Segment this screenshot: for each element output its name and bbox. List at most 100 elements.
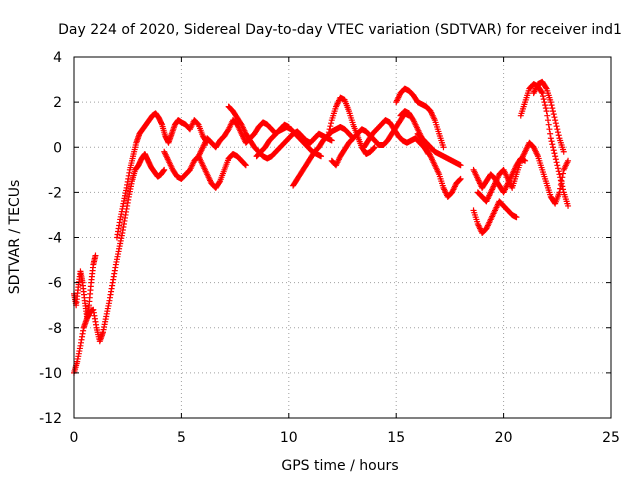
- y-tick-label: -6: [48, 276, 62, 292]
- data-point: [550, 144, 557, 151]
- data-point: [546, 126, 553, 133]
- data-point: [552, 153, 559, 160]
- data-point: [548, 102, 555, 109]
- y-tick-label: -12: [39, 411, 62, 427]
- data-point: [318, 153, 325, 160]
- data-point: [565, 202, 572, 209]
- data-point: [555, 165, 562, 172]
- data-point: [565, 157, 572, 164]
- data-point: [555, 168, 562, 175]
- x-tick-labels: 0 5 10 15 20 25: [70, 430, 620, 446]
- data-point: [545, 121, 552, 128]
- data-series: [517, 81, 572, 209]
- data-point: [544, 112, 551, 119]
- data-series: [397, 108, 464, 200]
- x-tick-label: 20: [495, 430, 513, 446]
- x-tick-label: 25: [602, 430, 620, 446]
- data-point: [242, 162, 249, 169]
- data-point: [457, 175, 464, 182]
- data-point: [539, 90, 546, 97]
- data-series: [290, 123, 357, 189]
- data-point: [542, 102, 549, 109]
- data-point: [553, 159, 560, 166]
- data-point: [555, 132, 562, 139]
- y-tick-label: -2: [48, 185, 62, 201]
- data-points: [71, 78, 572, 376]
- data-point: [327, 123, 334, 130]
- data-series: [324, 94, 378, 158]
- y-tick-label: 0: [53, 140, 62, 156]
- data-series: [71, 151, 168, 376]
- data-point: [560, 148, 567, 155]
- data-series: [71, 252, 99, 320]
- data-point: [554, 162, 561, 169]
- chart-title: Day 224 of 2020, Sidereal Day-to-day VTE…: [58, 22, 622, 38]
- data-point: [550, 147, 557, 154]
- data-point: [542, 105, 549, 112]
- data-point: [538, 88, 545, 95]
- y-tick-label: 4: [53, 50, 62, 66]
- x-tick-label: 15: [387, 430, 405, 446]
- data-point: [324, 135, 331, 142]
- data-point: [547, 135, 554, 142]
- data-point: [216, 179, 223, 186]
- data-point: [559, 183, 566, 190]
- data-point: [161, 166, 168, 173]
- data-series: [474, 139, 572, 207]
- data-point: [557, 174, 564, 181]
- data-point: [548, 138, 555, 145]
- data-point: [513, 214, 520, 221]
- data-series: [253, 123, 325, 160]
- y-tick-label: -4: [48, 231, 62, 247]
- x-tick-label: 5: [177, 430, 186, 446]
- data-point: [552, 117, 559, 124]
- data-series: [360, 117, 432, 158]
- data-point: [552, 120, 559, 127]
- data-point: [325, 129, 332, 136]
- data-point: [554, 126, 561, 133]
- y-tick-label: -10: [39, 366, 62, 382]
- data-point: [549, 141, 556, 148]
- data-point: [440, 144, 447, 151]
- data-point: [371, 145, 378, 152]
- data-point: [550, 108, 557, 115]
- data-point: [553, 123, 560, 130]
- y-tick-labels: -12 -10 -8 -6 -4 -2 0 2 4: [39, 50, 62, 427]
- data-point: [242, 161, 249, 168]
- data-point: [547, 99, 554, 106]
- y-axis-label: SDTVAR / TECUs: [7, 180, 23, 295]
- data-point: [326, 126, 333, 133]
- axis-ticks: [73, 56, 612, 419]
- data-point: [457, 162, 464, 169]
- data-point: [552, 156, 559, 163]
- data-point: [540, 96, 547, 103]
- data-series: [161, 148, 249, 191]
- data-point: [544, 117, 551, 124]
- data-point: [547, 130, 554, 137]
- x-tick-label: 10: [280, 430, 298, 446]
- data-series: [113, 110, 211, 241]
- data-point: [92, 252, 99, 259]
- data-point: [539, 93, 546, 100]
- data-point: [555, 129, 562, 136]
- data-point: [543, 108, 550, 115]
- data-series: [530, 78, 567, 155]
- data-point: [541, 99, 548, 106]
- data-point: [558, 180, 565, 187]
- data-series: [393, 85, 447, 151]
- x-axis-label: GPS time / hours: [281, 458, 398, 474]
- data-point: [325, 132, 332, 139]
- y-tick-label: -8: [48, 321, 62, 337]
- data-series: [195, 117, 292, 160]
- data-point: [328, 120, 335, 127]
- data-series: [414, 130, 464, 169]
- data-point: [550, 111, 557, 118]
- data-point: [560, 186, 567, 193]
- x-tick-label: 0: [70, 430, 79, 446]
- data-point: [456, 176, 463, 183]
- data-point: [551, 150, 558, 157]
- y-tick-label: 2: [53, 95, 62, 111]
- data-point: [551, 114, 558, 121]
- data-point: [556, 171, 563, 178]
